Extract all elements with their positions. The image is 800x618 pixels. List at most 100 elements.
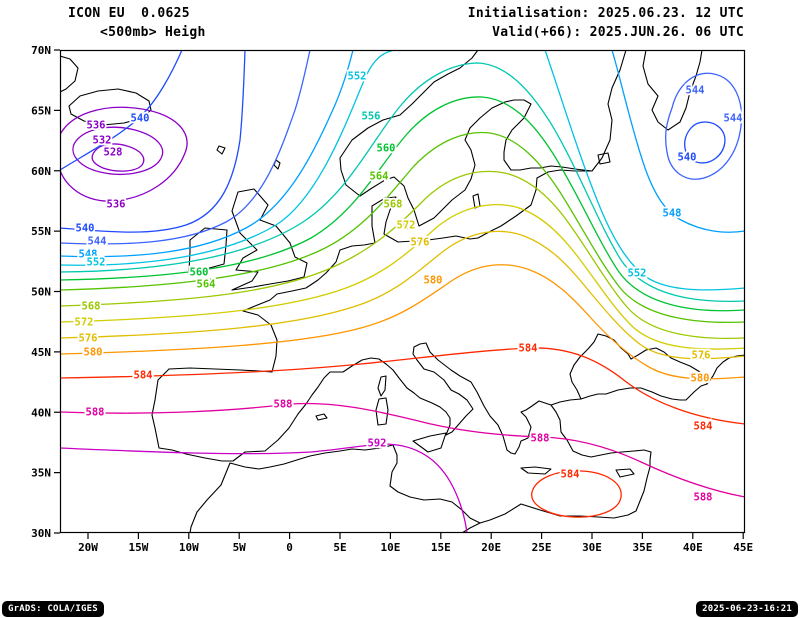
coastline-path <box>216 145 226 155</box>
x-tick-label: 0 <box>286 541 293 554</box>
contour-line-560 <box>60 96 745 312</box>
contour-line-552 <box>544 50 745 291</box>
contour-line-540 <box>60 50 246 233</box>
contour-line-544 <box>60 50 311 245</box>
contour-label: 588 <box>694 492 713 504</box>
contour-label: 580 <box>424 275 443 287</box>
contour-line-584 <box>60 347 745 425</box>
init-time: Initialisation: 2025.06.23. 12 UTC <box>467 6 744 21</box>
contour-label: 588 <box>531 433 550 445</box>
contour-label: 556 <box>362 111 381 123</box>
contours-layer <box>60 50 745 533</box>
x-tick-label: 10E <box>380 541 400 554</box>
contour-label: 584 <box>694 421 713 433</box>
x-tick-label: 20E <box>481 541 501 554</box>
contour-label: 576 <box>411 237 430 249</box>
field-title: <500mb> Heigh <box>100 25 206 40</box>
coastline-path <box>597 152 611 165</box>
contour-line-564 <box>60 131 745 323</box>
contour-label: 588 <box>274 399 293 411</box>
coastline-path <box>359 99 593 227</box>
contour-label: 532 <box>93 135 112 147</box>
contour-line-536 <box>60 106 188 202</box>
y-tick-label: 65N <box>31 104 51 117</box>
coastline-path <box>231 188 308 291</box>
contour-label: 540 <box>76 223 95 235</box>
contour-label: 568 <box>82 301 101 313</box>
x-tick-label: 5E <box>333 541 346 554</box>
coastline-path <box>151 342 552 462</box>
contour-label: 548 <box>79 249 98 261</box>
contour-label: 536 <box>107 199 126 211</box>
x-tick-label: 35E <box>632 541 652 554</box>
contour-label: 552 <box>348 71 367 83</box>
x-tick-label: 30E <box>582 541 602 554</box>
coastline-path <box>580 354 745 401</box>
contour-label: 576 <box>692 350 711 362</box>
x-tick-label: 15W <box>128 541 148 554</box>
contour-line-584 <box>531 470 622 518</box>
coastlines-layer <box>60 50 745 533</box>
axes-layer: 20W 15W 10W 5W 0 5E 10E 15E 20E 25E 30E 35E 40E 45E 30… <box>31 44 753 554</box>
valid-time: Valid(+66): 2025.JUN.26. 06 UTC <box>492 25 744 40</box>
contour-label: 564 <box>197 279 216 291</box>
y-tick-label: 55N <box>31 225 51 238</box>
coastline-path <box>189 444 394 533</box>
y-tick-label: 70N <box>31 44 51 57</box>
coastline-path <box>68 88 152 126</box>
contour-label: 580 <box>84 347 103 359</box>
x-tick-label: 25E <box>532 541 552 554</box>
contour-line-540 <box>60 50 183 171</box>
contour-label: 548 <box>663 208 682 220</box>
contour-line-548 <box>611 50 745 233</box>
coastline-path <box>412 432 447 453</box>
x-tick-label: 45E <box>733 541 753 554</box>
x-tick-label: 5W <box>233 541 247 554</box>
contour-label: 572 <box>397 220 416 232</box>
model-title: ICON EU 0.0625 <box>68 6 190 21</box>
coastline-path <box>377 375 387 397</box>
y-tick-label: 50N <box>31 286 51 299</box>
contour-line-532 <box>72 126 164 175</box>
coastline-path <box>550 398 582 406</box>
x-tick-label: 20W <box>78 541 98 554</box>
contour-label: 584 <box>519 343 538 355</box>
coastline-path <box>591 50 627 172</box>
contour-label: 580 <box>691 373 710 385</box>
x-tick-label: 15E <box>431 541 451 554</box>
contour-line-588 <box>60 402 745 498</box>
contour-line-568 <box>60 170 745 339</box>
contour-line-592 <box>60 443 468 533</box>
contour-label: 552 <box>628 268 647 280</box>
coastline-path <box>339 50 479 197</box>
contour-line-540 <box>684 121 726 164</box>
x-tick-label: 40E <box>683 541 703 554</box>
coastline-path <box>60 55 79 93</box>
contour-label: 528 <box>104 147 123 159</box>
contour-label: 588 <box>86 407 105 419</box>
coastline-path <box>389 444 481 524</box>
coastline-path <box>461 404 652 533</box>
contour-line-576 <box>60 230 745 360</box>
contour-labels-layer: 5285325365365405405445485525525525565605… <box>73 69 744 506</box>
contour-label: 576 <box>79 333 98 345</box>
coastline-path <box>615 468 635 478</box>
x-tick-label: 10W <box>179 541 199 554</box>
contour-label: 560 <box>190 267 209 279</box>
contour-line-528 <box>91 143 145 172</box>
y-tick-label: 35N <box>31 467 51 480</box>
contour-line-580 <box>60 264 745 380</box>
contour-label: 544 <box>724 113 743 125</box>
contour-label: 544 <box>686 85 705 97</box>
contour-label: 536 <box>87 120 106 132</box>
y-tick-label: 40N <box>31 406 51 419</box>
contour-label: 552 <box>87 257 106 269</box>
contour-line-552 <box>60 50 396 266</box>
render-timestamp: 2025-06-23-16:21 <box>696 601 798 617</box>
contour-label: 540 <box>678 152 697 164</box>
contour-line-556 <box>60 62 745 302</box>
contour-label: 540 <box>131 113 150 125</box>
map-frame <box>59 49 746 534</box>
